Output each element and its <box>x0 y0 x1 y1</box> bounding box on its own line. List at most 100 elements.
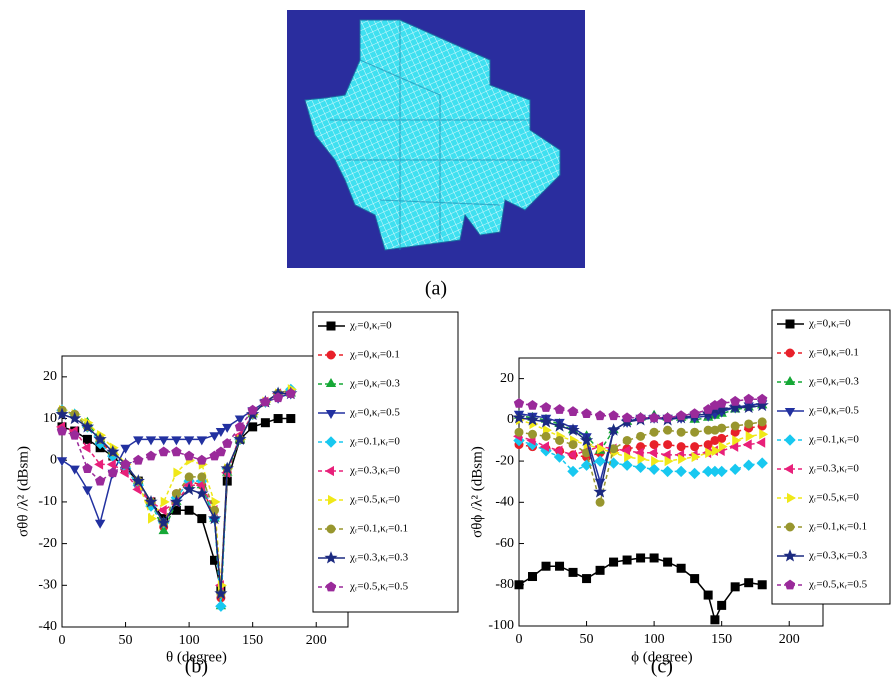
marker <box>542 562 550 570</box>
y-tick-label: 0 <box>507 412 514 427</box>
marker <box>569 568 577 576</box>
marker <box>757 458 767 468</box>
marker <box>664 558 672 566</box>
marker <box>622 460 632 470</box>
legend-label: χᵣ=0.3,κᵣ=0 <box>808 463 859 475</box>
marker <box>623 413 632 422</box>
legend-label: χᵣ=0.5,κᵣ=0.5 <box>808 579 868 591</box>
marker <box>596 498 604 506</box>
marker <box>786 320 794 328</box>
legend-label: χᵣ=0,κᵣ=0.1 <box>808 347 859 359</box>
marker <box>82 443 90 452</box>
marker <box>327 525 335 533</box>
x-tick-label: 0 <box>59 633 66 648</box>
marker <box>652 457 660 466</box>
figure: (a) 050100150200-40-30-20-1001020θ (degr… <box>0 0 892 680</box>
marker <box>216 447 225 456</box>
marker <box>623 436 631 444</box>
y-tick-label: 20 <box>43 369 57 384</box>
x-tick-label: 50 <box>119 633 133 648</box>
marker <box>198 473 206 481</box>
legend-label: χᵣ=0.3,κᵣ=0.3 <box>808 550 868 562</box>
marker <box>730 464 740 474</box>
marker <box>249 423 257 431</box>
marker <box>744 460 754 470</box>
marker <box>147 437 156 445</box>
x-tick-label: 50 <box>580 632 594 647</box>
marker <box>248 405 257 414</box>
legend-label: χᵣ=0,κᵣ=0.5 <box>808 405 859 417</box>
legend-label: χᵣ=0,κᵣ=0 <box>808 318 851 330</box>
marker <box>609 411 618 420</box>
marker <box>744 440 752 449</box>
marker <box>274 415 282 423</box>
marker <box>542 432 550 440</box>
marker <box>760 430 768 439</box>
marker <box>96 476 105 485</box>
marker <box>108 460 116 469</box>
marker <box>198 515 206 523</box>
marker <box>690 409 699 418</box>
marker <box>731 422 739 430</box>
caption: (c) <box>651 656 673 678</box>
marker <box>216 601 226 611</box>
marker <box>83 487 92 495</box>
legend-label: χᵣ=0.1,κᵣ=0 <box>349 436 400 448</box>
marker <box>514 399 523 408</box>
marker <box>556 562 564 570</box>
marker <box>636 462 646 472</box>
marker <box>757 438 765 447</box>
marker <box>121 445 130 453</box>
legend-label: χᵣ=0.1,κᵣ=0.1 <box>808 521 867 533</box>
marker <box>172 447 181 456</box>
marker <box>515 581 523 589</box>
marker <box>185 437 194 445</box>
marker <box>663 413 672 422</box>
marker <box>636 413 645 422</box>
marker <box>96 520 105 528</box>
marker <box>582 409 591 418</box>
marker <box>650 554 658 562</box>
marker <box>623 556 631 564</box>
y-tick-label: -20 <box>495 453 514 468</box>
marker <box>528 401 537 410</box>
marker <box>327 322 335 330</box>
legend-label: χᵣ=0.1,κᵣ=0.1 <box>349 523 408 535</box>
marker <box>758 418 766 426</box>
marker <box>83 464 92 473</box>
marker <box>711 616 719 624</box>
marker <box>718 424 726 432</box>
marker <box>691 428 699 436</box>
marker <box>758 581 766 589</box>
x-tick-label: 200 <box>779 632 800 647</box>
legend-label: χᵣ=0,κᵣ=0.3 <box>349 378 400 390</box>
marker <box>718 601 726 609</box>
marker <box>595 456 605 466</box>
marker <box>677 443 685 451</box>
series-line <box>62 389 291 585</box>
marker <box>677 564 685 572</box>
marker <box>159 437 168 445</box>
x-tick-label: 100 <box>644 632 665 647</box>
marker <box>663 466 673 476</box>
marker <box>677 411 686 420</box>
marker <box>676 466 686 476</box>
marker <box>569 407 578 416</box>
y-tick-label: -10 <box>38 494 57 509</box>
legend-label: χᵣ=0.5,κᵣ=0 <box>808 492 859 504</box>
marker <box>650 441 658 449</box>
marker <box>185 451 194 460</box>
marker <box>95 460 103 469</box>
marker <box>610 558 618 566</box>
marker <box>172 437 181 445</box>
marker <box>650 428 658 436</box>
x-tick-label: 150 <box>242 633 263 648</box>
marker <box>185 506 193 514</box>
y-tick-label: -30 <box>38 578 57 593</box>
marker <box>529 430 537 438</box>
marker <box>596 411 605 420</box>
marker <box>542 403 551 412</box>
marker <box>690 468 700 478</box>
legend-label: χᵣ=0,κᵣ=0 <box>349 320 392 332</box>
marker <box>529 573 537 581</box>
